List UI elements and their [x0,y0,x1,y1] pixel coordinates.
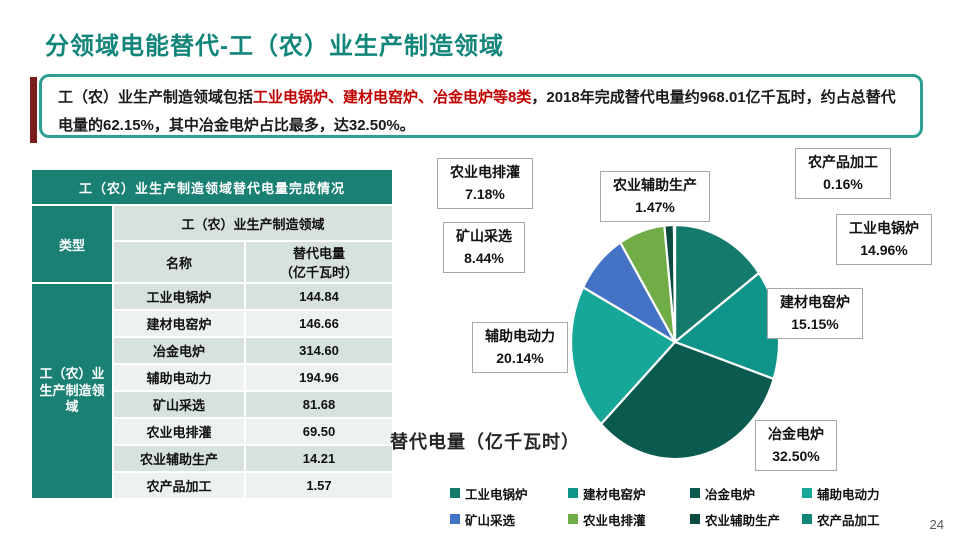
table-cell-name: 冶金电炉 [114,338,244,363]
pie-chart [569,223,781,461]
legend-label: 冶金电炉 [705,487,756,502]
table-row: 冶金电炉 314.60 [32,338,392,363]
summary-text-box: 工（农）业生产制造领域包括工业电锅炉、建材电窑炉、冶金电炉等8类，2018年完成… [39,74,923,138]
chart-title: 替代电量（亿千瓦时） [390,432,580,452]
legend-item: 建材电窑炉 [568,484,690,503]
table-cell-name: 农业辅助生产 [114,446,244,471]
pie-slice-8 [672,223,677,344]
callout-agri-irrigation: 农业电排灌 7.18% [437,158,533,210]
pie-slice-3 [599,340,775,461]
callout-auxiliary-power: 辅助电动力 20.14% [472,322,568,374]
callout-industrial-boiler: 工业电锅炉 14.96% [836,214,932,266]
callout-metallurgy-furnace: 冶金电炉 32.50% [755,420,837,472]
callout-building-kiln: 建材电窑炉 15.15% [767,288,863,340]
table-group-header: 工（农）业生产制造领域 [114,206,392,240]
table-cell-value: 314.60 [246,338,392,363]
table-col-value: 替代电量 （亿千瓦时） [246,242,392,282]
legend-label: 辅助电动力 [817,487,880,502]
summary-text-highlight: 工业电锅炉、建材电窑炉、冶金电炉等8类 [253,89,532,106]
legend-row-1: 工业电锅炉 建材电窑炉 冶金电炉 辅助电动力 [450,480,952,506]
legend-label: 工业电锅炉 [465,487,528,502]
legend-row-2: 矿山采选 农业电排灌 农业辅助生产 农产品加工 [450,506,952,532]
table-cell-name: 建材电窑炉 [114,311,244,336]
table-cell-name: 辅助电动力 [114,365,244,390]
table-row-group: 工（农）业生产制造领域 [32,284,112,498]
summary-text-rest: ，2018年完成替代电量约968.01亿千瓦时，约占总替代电量的62.15%，其… [58,89,896,134]
table-cell-value: 144.84 [246,284,392,309]
page-number: 24 [929,517,944,532]
legend-item: 农业电排灌 [568,510,690,529]
table-row: 矿山采选 81.68 [32,392,392,417]
chart-legend: 工业电锅炉 建材电窑炉 冶金电炉 辅助电动力 矿山采选 农业电排灌 农业辅助生产 农产品加工 [450,480,952,532]
table-cell-name: 工业电锅炉 [114,284,244,309]
table-cell-value: 69.50 [246,419,392,444]
table-cell-value: 81.68 [246,392,392,417]
legend-swatch-icon [690,514,700,524]
table-cell-value: 194.96 [246,365,392,390]
legend-label: 农业辅助生产 [705,513,781,528]
legend-item: 冶金电炉 [690,484,802,503]
legend-item: 矿山采选 [450,510,568,529]
legend-swatch-icon [690,488,700,498]
legend-swatch-icon [802,488,812,498]
legend-item: 农业辅助生产 [690,510,802,529]
table-cell-name: 农业电排灌 [114,419,244,444]
page-title: 分领域电能替代-工（农）业生产制造领域 [45,33,504,60]
callout-agri-processing: 农产品加工 0.16% [795,148,891,200]
legend-label: 矿山采选 [465,513,516,528]
legend-item: 农产品加工 [802,510,952,529]
callout-mining: 矿山采选 8.44% [443,222,525,274]
table-row: 辅助电动力 194.96 [32,365,392,390]
legend-swatch-icon [568,488,578,498]
legend-item: 工业电锅炉 [450,484,568,503]
table-body: 工（农）业生产制造领域 工业电锅炉 144.84 建材电窑炉 146.66 冶金电炉 314… [32,284,392,498]
table-head-body: 工（农）业生产制造领域替代电量完成情况 类型 工（农）业生产制造领域 名称 替代… [32,170,392,282]
table-cell-value: 1.57 [246,473,392,498]
legend-label: 农产品加工 [817,513,880,528]
table-col-name: 名称 [114,242,244,282]
table-cell-value: 14.21 [246,446,392,471]
summary-text-intro: 工（农）业生产制造领域包括 [58,89,254,106]
substitution-table: 工（农）业生产制造领域替代电量完成情况 类型 工（农）业生产制造领域 名称 替代… [30,168,394,500]
table-row: 农业辅助生产 14.21 [32,446,392,471]
legend-swatch-icon [450,514,460,524]
table-type-header: 类型 [32,206,112,282]
pie-slice-1 [673,223,761,344]
table-cell-value: 146.66 [246,311,392,336]
table-row: 农业电排灌 69.50 [32,419,392,444]
legend-label: 建材电窑炉 [583,487,646,502]
legend-swatch-icon [450,488,460,498]
legend-swatch-icon [802,514,812,524]
table-row: 工（农）业生产制造领域 工业电锅炉 144.84 [32,284,392,498]
callout-agri-auxiliary: 农业辅助生产 1.47% [600,171,710,223]
pie-slice-4 [569,286,677,426]
table-cell-name: 矿山采选 [114,392,244,417]
table-title: 工（农）业生产制造领域替代电量完成情况 [32,170,392,204]
table-cell-name: 农产品加工 [114,473,244,498]
table-row: 农产品加工 1.57 [32,473,392,498]
table-row: 建材电窑炉 146.66 [32,311,392,336]
legend-item: 辅助电动力 [802,484,952,503]
legend-swatch-icon [568,514,578,524]
legend-label: 农业电排灌 [583,513,646,528]
info-accent-bar [30,77,37,143]
